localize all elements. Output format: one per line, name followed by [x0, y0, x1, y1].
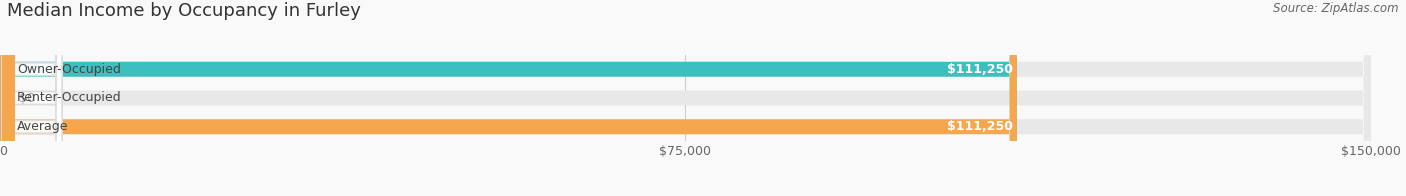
Text: $111,250: $111,250: [948, 120, 1012, 133]
Text: Average: Average: [17, 120, 69, 133]
Text: Renter-Occupied: Renter-Occupied: [17, 92, 122, 104]
FancyBboxPatch shape: [0, 0, 1371, 196]
FancyBboxPatch shape: [3, 0, 62, 196]
FancyBboxPatch shape: [3, 0, 62, 196]
Circle shape: [3, 0, 14, 196]
Text: $111,250: $111,250: [948, 63, 1012, 76]
FancyBboxPatch shape: [0, 0, 1371, 196]
FancyBboxPatch shape: [0, 0, 1017, 196]
FancyBboxPatch shape: [0, 0, 1017, 196]
Text: Source: ZipAtlas.com: Source: ZipAtlas.com: [1274, 2, 1399, 15]
Text: $0: $0: [18, 92, 35, 104]
FancyBboxPatch shape: [3, 0, 62, 196]
FancyBboxPatch shape: [0, 0, 1371, 196]
Circle shape: [3, 0, 14, 196]
Text: Owner-Occupied: Owner-Occupied: [17, 63, 121, 76]
FancyBboxPatch shape: [0, 0, 15, 196]
Text: Median Income by Occupancy in Furley: Median Income by Occupancy in Furley: [7, 2, 361, 20]
Circle shape: [3, 0, 14, 196]
